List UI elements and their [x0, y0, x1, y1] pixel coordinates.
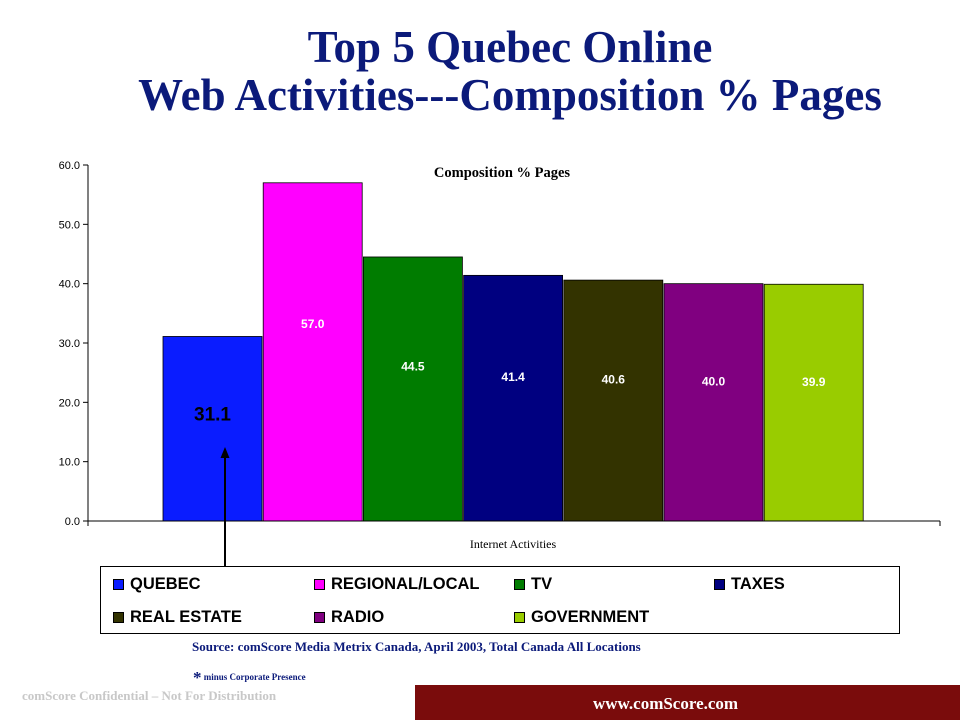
slide-title-line-1: Top 5 Quebec Online: [307, 22, 713, 72]
bar: [563, 279, 664, 522]
legend-swatch: [113, 579, 124, 590]
bar: [463, 274, 564, 522]
y-axis: 0.0 10.0 20.0 30.0 40.0 50.0 60.0: [59, 160, 89, 528]
chart-title: Composition % Pages: [434, 165, 571, 181]
legend-label: TAXES: [731, 575, 785, 593]
legend-label: TV: [531, 575, 553, 593]
bar-data-label: 57.0: [301, 317, 325, 331]
legend-item: TV: [514, 575, 552, 594]
footnote: * minus Corporate Presence: [193, 665, 306, 687]
y-tick-label: 50.0: [59, 219, 80, 231]
legend-swatch: [514, 579, 525, 590]
x-axis-label: Internet Activities: [470, 537, 557, 551]
legend-swatch: [514, 612, 525, 623]
confidential-notice: comScore Confidential – Not For Distribu…: [22, 688, 277, 703]
legend-item: REAL ESTATE: [113, 608, 242, 627]
footer-url[interactable]: www.comScore.com: [593, 694, 739, 713]
source-note: Source: comScore Media Metrix Canada, Ap…: [192, 639, 641, 654]
legend-item: RADIO: [314, 608, 384, 627]
bar: [262, 182, 363, 522]
y-tick-label: 40.0: [59, 279, 80, 291]
bar: [362, 256, 463, 522]
bars: 31.1 57.0 44.5 41.4 40.6 40.0 39.9: [162, 182, 864, 522]
bar-data-label: 41.4: [501, 370, 525, 384]
legend-swatch: [113, 612, 124, 623]
legend-swatch: [314, 612, 325, 623]
footer-bar: [415, 685, 960, 720]
legend-label: QUEBEC: [130, 575, 201, 593]
bar-data-label: 40.0: [702, 375, 726, 389]
bar: [162, 336, 263, 522]
legend-label: REAL ESTATE: [130, 608, 242, 626]
legend-label: REGIONAL/LOCAL: [331, 575, 480, 593]
y-tick-label: 0.0: [65, 516, 80, 528]
legend-item: REGIONAL/LOCAL: [314, 575, 480, 594]
footnote-text: minus Corporate Presence: [203, 672, 306, 682]
y-tick-label: 30.0: [59, 338, 80, 350]
legend-label: RADIO: [331, 608, 385, 626]
footnote-star: *: [193, 668, 202, 687]
y-tick-label: 20.0: [59, 397, 80, 409]
legend-item: TAXES: [714, 575, 785, 594]
arrow-head: [220, 447, 230, 458]
bar-data-label: 44.5: [401, 360, 425, 374]
bar: [763, 283, 864, 522]
bar: [663, 283, 764, 522]
x-axis: [87, 520, 941, 526]
bar-data-label: 39.9: [802, 375, 826, 389]
legend-item: GOVERNMENT: [514, 608, 649, 627]
bar-data-label: 40.6: [602, 373, 626, 387]
legend-swatch: [314, 579, 325, 590]
bar-data-label: 31.1: [194, 404, 231, 425]
slide-title-line-2: Web Activities---Composition % Pages: [138, 70, 882, 120]
chart-legend: QUEBEC REGIONAL/LOCAL TV TAXES REAL ESTATE RA…: [100, 566, 900, 634]
legend-item: QUEBEC: [113, 575, 201, 594]
legend-label: GOVERNMENT: [531, 608, 650, 626]
y-tick-label: 60.0: [59, 160, 80, 172]
y-tick-label: 10.0: [59, 457, 80, 469]
legend-swatch: [714, 579, 725, 590]
